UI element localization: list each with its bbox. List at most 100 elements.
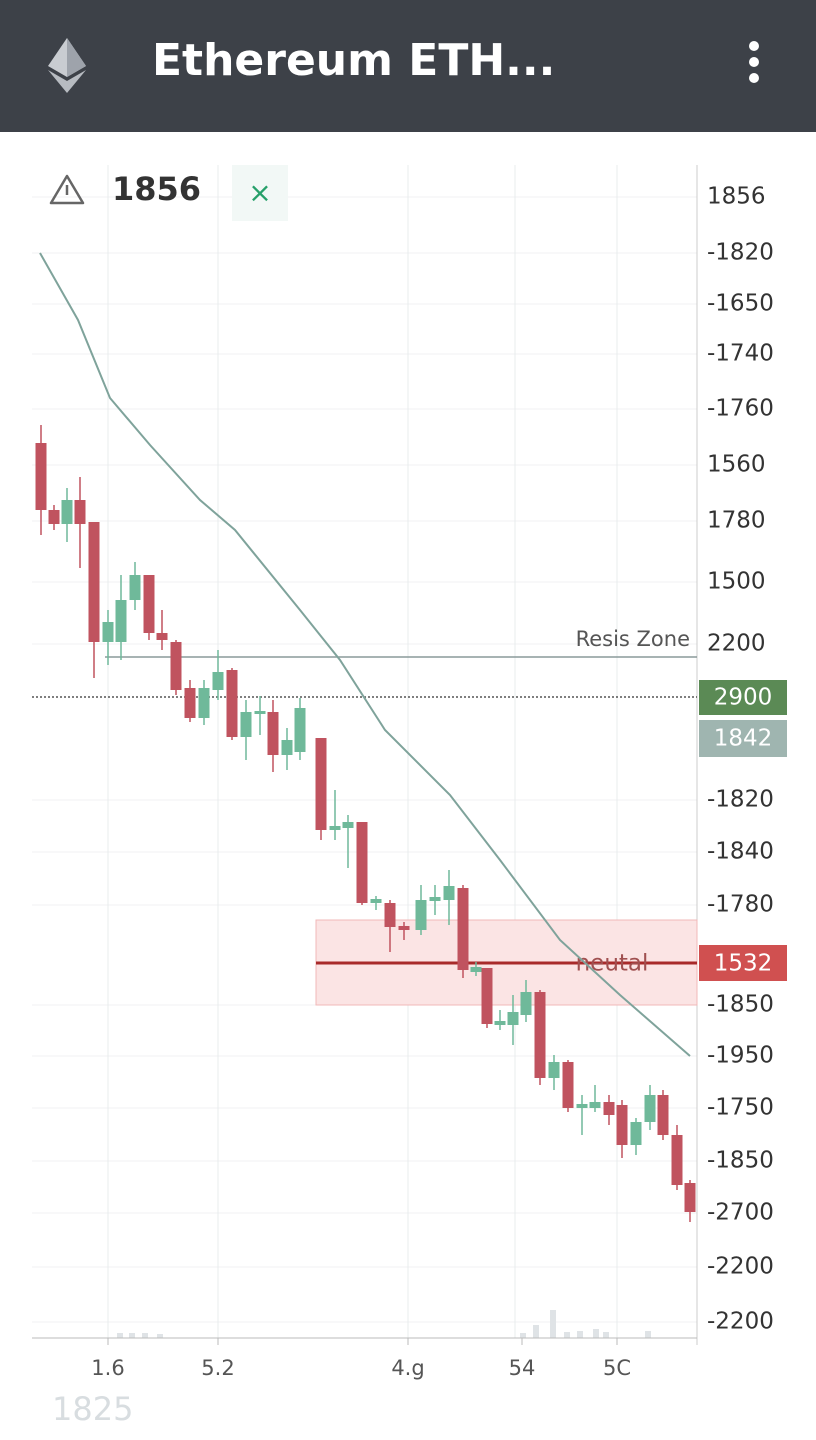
candle-body (429, 897, 441, 901)
candle-body (315, 738, 327, 830)
volume-bar (577, 1331, 583, 1338)
volume-bar (520, 1333, 526, 1338)
app-title: Ethereum ETH... (152, 35, 555, 86)
volume-bar (157, 1334, 163, 1338)
y-tick-label: -1820 (707, 787, 774, 813)
volume-bar (533, 1325, 539, 1338)
candle-body (443, 886, 455, 900)
y-tick-label: 1560 (707, 452, 766, 478)
candle-body (384, 903, 396, 927)
grid (32, 165, 698, 1345)
y-tick-label: -2700 (707, 1200, 774, 1226)
candle-body (143, 575, 155, 633)
y-tick-label: 1500 (707, 569, 766, 595)
candle-body (616, 1105, 628, 1145)
menu-button[interactable] (749, 41, 759, 83)
price-tag-label: 2900 (714, 685, 773, 711)
app-bar (0, 0, 816, 132)
axes: 1856 -1820 -1650 -1740 -1760 1560 1780 1500 2200… (91, 184, 774, 1381)
candle-body (470, 967, 482, 972)
close-bg (232, 165, 288, 221)
alert-price: 1856 (112, 170, 201, 208)
candle-body (48, 510, 60, 524)
candle-body (88, 522, 100, 642)
volume-bar (603, 1332, 609, 1338)
candle-body (457, 888, 469, 970)
candle-body (671, 1135, 683, 1185)
candle-body (156, 633, 168, 640)
candle-body (576, 1104, 588, 1108)
candle-body (415, 900, 427, 930)
candle-body (115, 600, 127, 642)
candle-body (212, 672, 224, 690)
y-tick-label: -1950 (707, 1043, 774, 1069)
candle-body (184, 688, 196, 718)
candle-body (281, 740, 293, 755)
candle-body (494, 1021, 506, 1025)
candle-body (267, 712, 279, 755)
candle-body (644, 1095, 656, 1122)
y-tick-label: -1750 (707, 1095, 774, 1121)
zone-label: neutal (576, 951, 649, 977)
candle-body (589, 1102, 601, 1108)
volume-bar (550, 1310, 556, 1338)
candle-body (356, 822, 368, 903)
volume-bar (117, 1333, 123, 1338)
resistance-label: Resis Zone (576, 627, 690, 651)
y-tick-label: -1740 (707, 341, 774, 367)
candle-body (657, 1095, 669, 1135)
candle-body (603, 1102, 615, 1115)
price-tag (699, 720, 787, 757)
close-button[interactable]: × (248, 176, 271, 209)
candle-body (562, 1062, 574, 1108)
volume-bar (645, 1331, 651, 1338)
volume-bar (142, 1333, 148, 1338)
y-tick-label: -1840 (707, 839, 774, 865)
price-tag-label: 1532 (714, 951, 773, 977)
candles (35, 425, 696, 1338)
candle-body (226, 670, 238, 737)
candle-body (630, 1122, 642, 1145)
candle-body (329, 826, 341, 830)
volume-bar (129, 1333, 135, 1338)
candle-body (254, 711, 266, 714)
candle-body (170, 642, 182, 690)
x-tick-label: 4.g (391, 1356, 424, 1380)
y-tick-label: -1650 (707, 291, 774, 317)
x-tick-label: 1.6 (91, 1356, 124, 1380)
y-tick-label: -2200 (707, 1309, 774, 1335)
candle-body (548, 1062, 560, 1078)
candle-body (61, 500, 73, 524)
y-tick-label: -1760 (707, 396, 774, 422)
y-tick-label: -1850 (707, 992, 774, 1018)
candle-body (129, 575, 141, 600)
y-tick-label: -1780 (707, 892, 774, 918)
moving-average (39, 252, 691, 1057)
candle-body (342, 822, 354, 828)
candle-body (520, 992, 532, 1015)
candle-body (481, 968, 493, 1024)
y-tick-label: -1820 (707, 240, 774, 266)
x-tick-label: 5.2 (201, 1356, 234, 1380)
price-tag (699, 945, 787, 981)
volume-bar (593, 1329, 599, 1338)
price-tag-label: 1842 (714, 726, 773, 752)
price-tag (699, 680, 787, 715)
candle-body (294, 708, 306, 752)
y-tick-label: 2200 (707, 631, 766, 657)
volume-bar (564, 1332, 570, 1338)
x-tick-label: 54 (509, 1356, 536, 1380)
candle-body (684, 1183, 696, 1212)
y-tick-label: -2200 (707, 1254, 774, 1280)
x-tick-label: 5C (603, 1356, 631, 1380)
alert-icon (49, 174, 85, 205)
eth-logo (48, 38, 86, 93)
y-tick-label: -1850 (707, 1148, 774, 1174)
footer-label: 1825 (52, 1390, 133, 1428)
candle-body (534, 992, 546, 1078)
candle-body (398, 926, 410, 930)
y-tick-label: 1780 (707, 508, 766, 534)
candle-body (370, 899, 382, 903)
candle-body (507, 1012, 519, 1025)
